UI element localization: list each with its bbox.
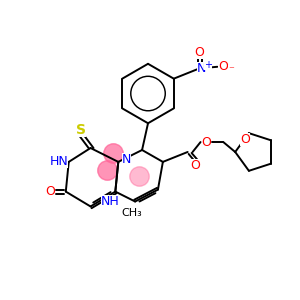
Text: O: O: [202, 136, 212, 148]
Text: HN: HN: [50, 155, 68, 168]
Text: O: O: [190, 159, 200, 172]
Text: O: O: [218, 60, 228, 73]
Text: ⁻: ⁻: [228, 65, 234, 75]
Text: +: +: [204, 60, 212, 70]
Text: O: O: [240, 133, 250, 146]
Text: N: N: [122, 153, 131, 167]
Text: NH: NH: [101, 195, 120, 208]
Text: S: S: [76, 123, 85, 137]
Text: O: O: [45, 185, 55, 198]
Text: N: N: [197, 62, 206, 75]
Text: O: O: [195, 46, 205, 59]
Text: CH₃: CH₃: [122, 208, 142, 218]
